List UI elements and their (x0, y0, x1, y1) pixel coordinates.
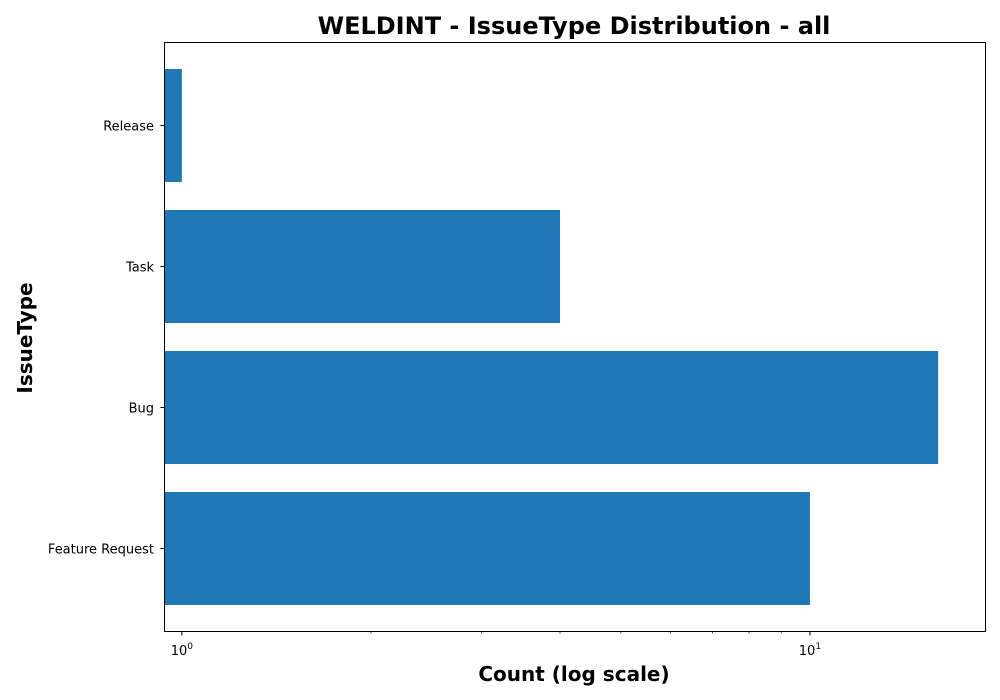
x-axis-label: Count (log scale) (478, 662, 669, 686)
plot-frame (164, 42, 986, 632)
y-axis-label: IssueType (13, 282, 37, 393)
bar-bug (165, 351, 939, 464)
y-tick-label: Feature Request (48, 543, 154, 558)
x-tick-label: 101 (799, 642, 821, 659)
bars-group (165, 69, 939, 605)
x-tick-label: 100 (171, 642, 194, 659)
y-tick-label: Bug (129, 402, 154, 417)
y-ticks-group: Release Task Bug Feature Request (48, 120, 165, 558)
chart-title: WELDINT - IssueType Distribution - all (318, 12, 831, 40)
y-tick-label: Release (103, 120, 154, 135)
bar-release (165, 69, 182, 182)
y-tick-label: Task (125, 261, 155, 276)
bar-feature-request (165, 492, 810, 605)
bar-task (165, 210, 561, 323)
x-ticks-group: 100 101 (171, 631, 821, 659)
